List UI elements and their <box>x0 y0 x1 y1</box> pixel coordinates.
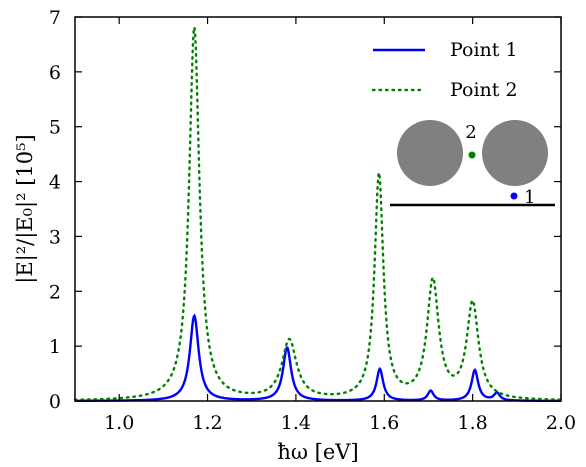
series-line-point-1 <box>75 313 561 403</box>
plot-frame <box>74 16 562 402</box>
right-sphere <box>482 120 548 186</box>
y-tick-label: 0 <box>49 391 61 413</box>
inset-schematic: 2 1 <box>390 120 555 208</box>
y-tick-label: 3 <box>49 226 61 248</box>
x-tick-label: 1.6 <box>369 412 399 434</box>
y-axis-label: |E|²/|E₀|² [10⁵] <box>13 134 38 284</box>
series-line-point-2 <box>73 26 563 401</box>
y-tick-label: 7 <box>49 7 61 29</box>
y-tick-label: 4 <box>49 172 61 194</box>
x-tick-label: 1.4 <box>281 412 311 434</box>
legend-label-point-1: Point 1 <box>450 39 518 61</box>
ticks-layer: 1.0 1.2 1.4 1.6 1.8 2.0 0 1 2 3 4 5 6 7 <box>49 7 576 434</box>
x-tick-label: 1.0 <box>104 412 134 434</box>
series-layer <box>73 26 563 403</box>
left-sphere <box>397 120 463 186</box>
x-tick-label: 1.2 <box>192 412 222 434</box>
x-axis-label: ħω [eV] <box>277 440 358 464</box>
point-2-marker <box>468 151 476 159</box>
x-tick-label: 2.0 <box>546 412 576 434</box>
legend: Point 1 Point 2 <box>371 39 518 101</box>
point-2-label: 2 <box>465 122 476 143</box>
y-tick-label: 6 <box>49 62 61 84</box>
y-tick-label: 5 <box>49 117 61 139</box>
point-1-marker <box>510 192 518 200</box>
x-tick-label: 1.8 <box>458 412 488 434</box>
point-1-label: 1 <box>524 187 535 208</box>
y-tick-label: 1 <box>49 336 61 358</box>
y-tick-label: 2 <box>49 281 61 303</box>
legend-label-point-2: Point 2 <box>450 79 518 101</box>
